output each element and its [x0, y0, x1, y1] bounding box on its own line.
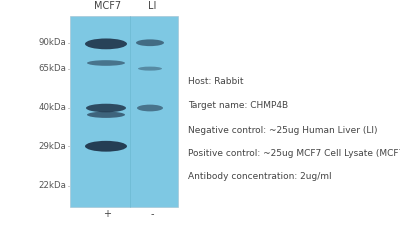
Text: 29kDa: 29kDa: [38, 142, 66, 151]
Text: 90kDa: 90kDa: [38, 38, 66, 47]
Ellipse shape: [85, 38, 127, 49]
Bar: [70, 16, 178, 207]
Ellipse shape: [86, 104, 126, 112]
Ellipse shape: [87, 112, 125, 118]
Text: Positive control: ~25ug MCF7 Cell Lysate (MCF7): Positive control: ~25ug MCF7 Cell Lysate…: [188, 148, 400, 157]
Text: 22kDa: 22kDa: [38, 181, 66, 190]
Ellipse shape: [87, 60, 125, 66]
Text: 65kDa: 65kDa: [38, 64, 66, 73]
Text: Negative control: ~25ug Human Liver (LI): Negative control: ~25ug Human Liver (LI): [188, 126, 378, 135]
Text: 40kDa: 40kDa: [38, 104, 66, 112]
Text: Antibody concentration: 2ug/ml: Antibody concentration: 2ug/ml: [188, 172, 332, 181]
Text: LI: LI: [148, 1, 156, 11]
Ellipse shape: [85, 141, 127, 152]
Text: MCF7: MCF7: [94, 1, 121, 11]
Text: Host: Rabbit: Host: Rabbit: [188, 76, 244, 86]
Ellipse shape: [137, 105, 163, 111]
Ellipse shape: [138, 67, 162, 71]
Text: +: +: [103, 209, 111, 219]
Text: Target name: CHMP4B: Target name: CHMP4B: [188, 101, 288, 110]
Ellipse shape: [136, 39, 164, 46]
Text: -: -: [150, 209, 154, 219]
